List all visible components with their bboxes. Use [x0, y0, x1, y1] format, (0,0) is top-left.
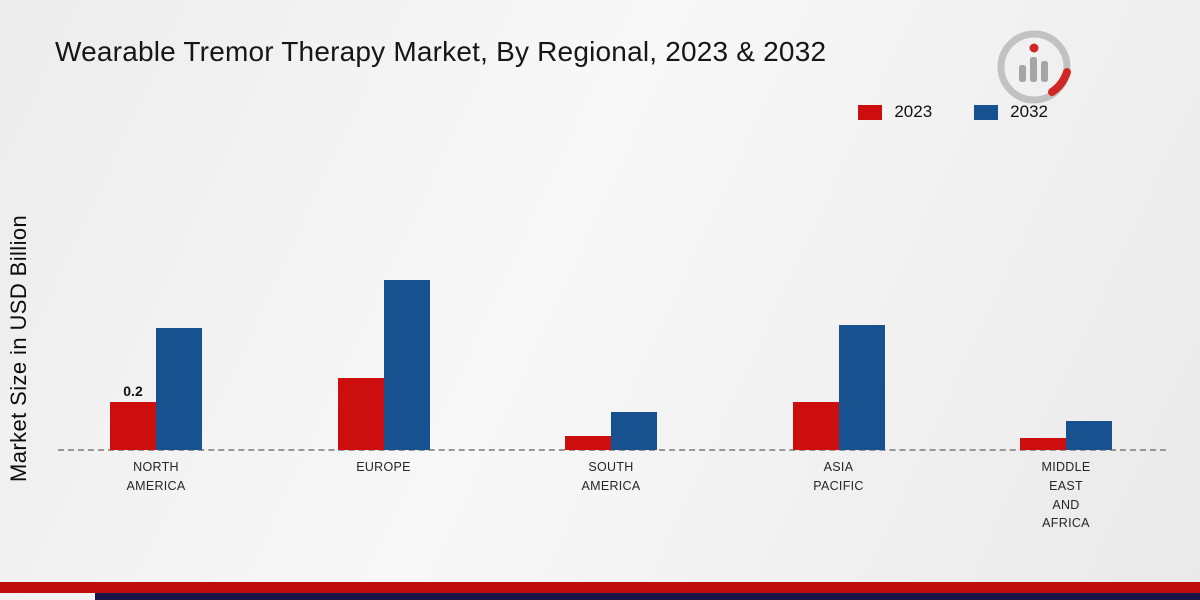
- bar-2032-asia-pacific: [838, 325, 885, 450]
- chart-title: Wearable Tremor Therapy Market, By Regio…: [55, 36, 827, 67]
- bar-group-south-america: [565, 412, 657, 450]
- legend: 2023 2032: [858, 102, 1048, 122]
- category-label-asia-pacific: ASIA PACIFIC: [813, 460, 864, 493]
- bar-group-asia-pacific: [792, 325, 885, 450]
- bar-2023-asia-pacific: [792, 402, 839, 450]
- legend-swatch-2032: [974, 104, 999, 120]
- legend-item-2032: 2032: [974, 102, 1048, 122]
- brand-logo-icon: [997, 30, 1071, 104]
- bar-2032-europe: [383, 280, 430, 450]
- bar-2032-south-america: [611, 412, 657, 450]
- bar-2023-south-america: [565, 436, 611, 450]
- legend-label-2023: 2023: [894, 102, 933, 121]
- legend-label-2032: 2032: [1010, 102, 1048, 121]
- category-label-south-america: SOUTH AMERICA: [581, 460, 641, 493]
- legend-item-2023: 2023: [858, 102, 932, 122]
- bar-2032-north-america: [156, 328, 202, 450]
- footer-red-bar: [0, 582, 1200, 593]
- x-axis-baseline: [58, 449, 1166, 451]
- category-label-north-america: NORTH AMERICA: [126, 460, 186, 493]
- bar-data-label: 0.2: [123, 383, 143, 399]
- bar-2032-middle-east-and-africa: [1066, 421, 1112, 450]
- bar-2023-north-america: [110, 402, 156, 450]
- footer-navy-bar: [95, 593, 1200, 600]
- bar-group-europe: [337, 280, 430, 450]
- bar-2023-europe: [337, 378, 384, 450]
- category-label-europe: EUROPE: [356, 460, 411, 474]
- bar-2023-middle-east-and-africa: [1020, 438, 1066, 450]
- legend-swatch-2023: [858, 104, 883, 120]
- bar-group-north-america: [110, 328, 202, 450]
- bar-group-middle-east-and-africa: [1020, 421, 1112, 450]
- category-label-middle-east-and-africa: MIDDLE EAST AND AFRICA: [1041, 460, 1091, 531]
